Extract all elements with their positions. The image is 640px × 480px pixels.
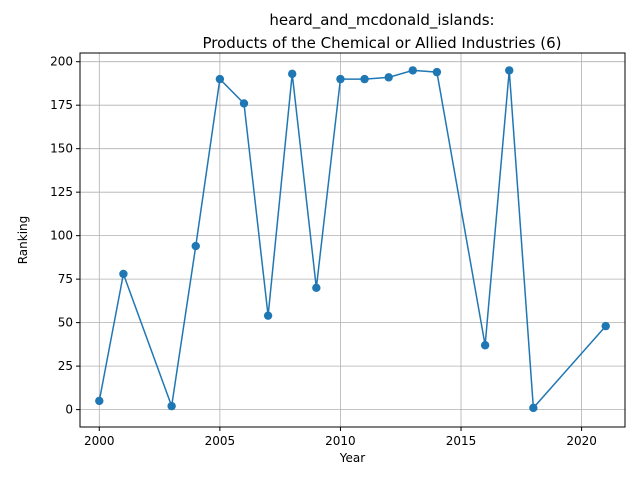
data-point — [239, 99, 249, 108]
data-point — [288, 69, 297, 79]
y-tick-label: 25 — [58, 359, 73, 373]
data-point — [95, 396, 104, 406]
data-point — [505, 66, 514, 75]
y-tick-label: 175 — [50, 98, 73, 112]
data-point — [167, 401, 176, 411]
x-tick-label: 2000 — [84, 434, 115, 448]
y-tick-label: 100 — [50, 229, 73, 243]
data-point — [601, 321, 610, 331]
data-point — [408, 66, 417, 75]
x-axis-label: Year — [339, 451, 365, 465]
x-tick-label: 2010 — [325, 434, 356, 448]
axis-ticks: 2000 2005 2010 2015 2020 0 25 50 75 100 125 150 175 2… — [50, 55, 597, 448]
chart-title-line2: Products of the Chemical or Allied Indus… — [203, 34, 562, 52]
plot-area-frame — [79, 52, 626, 428]
y-tick-label: 50 — [58, 316, 73, 330]
y-tick-label: 200 — [50, 55, 73, 69]
chart-title-line1: heard_and_mcdonald_islands: — [269, 11, 494, 30]
y-axis-label: Ranking — [16, 216, 30, 265]
data-point — [360, 74, 369, 84]
data-point — [119, 269, 128, 279]
data-point — [480, 341, 490, 350]
grid-lines — [80, 53, 625, 427]
y-tick-label: 0 — [65, 403, 73, 417]
x-tick-label: 2005 — [205, 434, 236, 448]
data-point — [529, 403, 538, 413]
data-point — [191, 241, 200, 251]
data-point — [336, 74, 345, 84]
x-tick-label: 2015 — [446, 434, 477, 448]
data-point — [312, 283, 321, 293]
data-point — [432, 67, 442, 77]
data-point — [384, 73, 393, 82]
y-tick-label: 125 — [50, 185, 73, 199]
series-line — [98, 69, 607, 410]
data-point — [263, 311, 273, 320]
y-tick-label: 150 — [50, 142, 73, 156]
x-tick-label: 2020 — [566, 434, 597, 448]
data-point — [215, 74, 225, 84]
y-tick-label: 75 — [58, 272, 73, 286]
data-series — [95, 66, 610, 413]
